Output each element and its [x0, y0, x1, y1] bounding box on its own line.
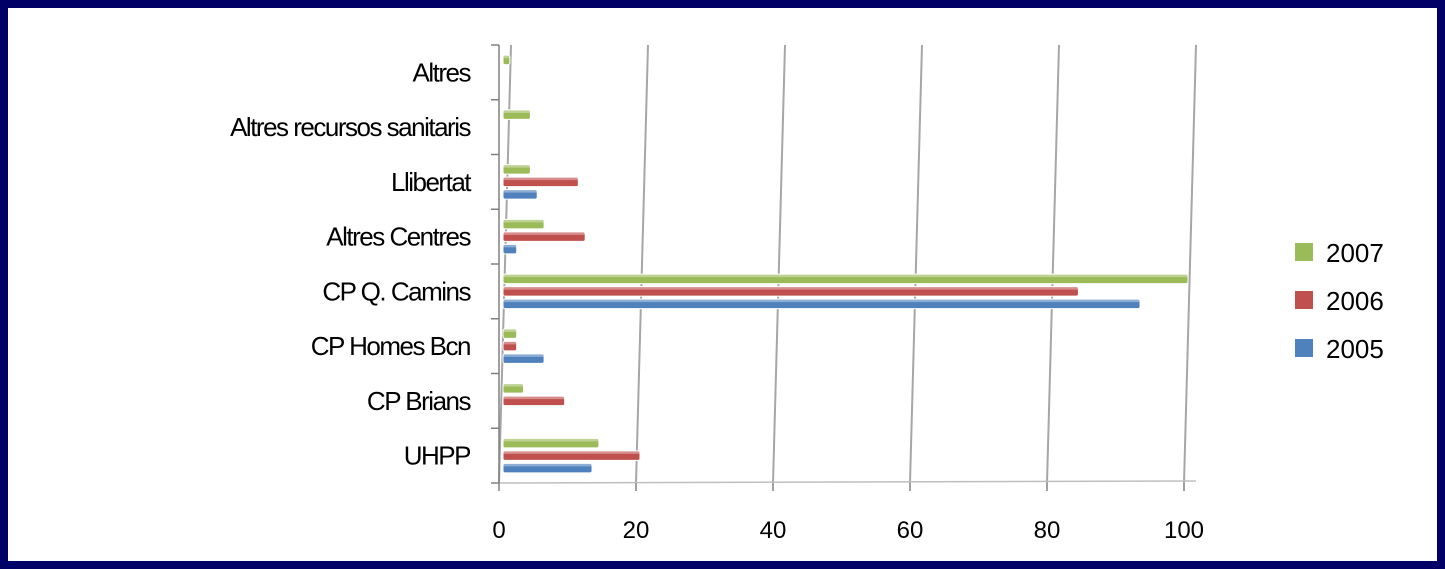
gridline: [909, 44, 923, 484]
bar: [502, 450, 641, 461]
bar-highlight: [503, 450, 640, 454]
bar: [502, 109, 531, 120]
gridline: [772, 44, 786, 484]
category-label: Altres Centres: [326, 222, 471, 252]
chart-frame: 0 20 40 60 80 100 UHPP CP Brians CP Homes Bcn CP …: [8, 8, 1437, 561]
bar-highlight: [503, 341, 517, 345]
bar-highlight: [503, 328, 517, 332]
bar-highlight: [503, 109, 531, 113]
bar-chart: 0 20 40 60 80 100 UHPP CP Brians CP Homes Bcn CP …: [230, 44, 1384, 544]
bar: [502, 189, 538, 200]
gridline: [1046, 44, 1060, 484]
bar-highlight: [503, 164, 531, 168]
x-tick-label: 60: [897, 517, 924, 544]
bar-highlight: [503, 219, 545, 223]
legend-label: 2005: [1326, 334, 1384, 364]
bar-highlight: [503, 383, 524, 387]
category-label: CP Q. Camins: [322, 276, 471, 306]
bar-highlight: [503, 353, 545, 357]
category-label: Altres: [413, 57, 472, 87]
bar: [502, 462, 593, 474]
x-tick-label: 40: [760, 517, 787, 544]
bar: [502, 243, 518, 255]
bar: [502, 298, 1141, 310]
bar: [502, 164, 531, 175]
bar: [502, 231, 586, 242]
bar: [502, 273, 1189, 285]
legend-label: 2007: [1326, 238, 1384, 268]
legend-swatch: [1295, 291, 1313, 309]
category-label: Llibertat: [391, 167, 472, 197]
bar-highlight: [503, 231, 586, 235]
category-label: CP Brians: [367, 386, 472, 416]
bar: [502, 340, 518, 352]
bar: [502, 383, 525, 394]
gridline: [635, 44, 649, 484]
bar: [502, 218, 545, 230]
x-tick-label: 100: [1164, 517, 1204, 544]
bar: [502, 353, 545, 364]
bar-highlight: [503, 286, 1079, 290]
x-tick-label: 80: [1034, 517, 1061, 544]
bar-highlight: [503, 189, 538, 193]
bar-highlight: [503, 396, 565, 400]
x-tick-label: 20: [623, 517, 650, 544]
bar-highlight: [503, 463, 593, 467]
plot-floor-edge: [498, 480, 1197, 484]
bar: [502, 54, 511, 66]
bar: [502, 176, 579, 188]
x-tick-label: 0: [492, 517, 505, 544]
gridline: [1183, 44, 1197, 484]
category-label: Altres recursos sanitaris: [230, 112, 471, 142]
bar: [502, 437, 600, 449]
bar-highlight: [503, 55, 510, 59]
bar-highlight: [503, 244, 517, 248]
category-label: UHPP: [404, 441, 470, 471]
legend-swatch: [1295, 243, 1313, 261]
bar-highlight: [503, 274, 1188, 278]
bar: [502, 328, 518, 339]
bar: [502, 286, 1079, 297]
legend-label: 2006: [1326, 286, 1384, 316]
bar-highlight: [503, 299, 1141, 303]
bar-highlight: [503, 438, 599, 442]
legend-swatch: [1295, 339, 1313, 357]
bar: [502, 395, 566, 407]
category-label: CP Homes Bcn: [311, 331, 470, 361]
bar-highlight: [503, 177, 579, 181]
